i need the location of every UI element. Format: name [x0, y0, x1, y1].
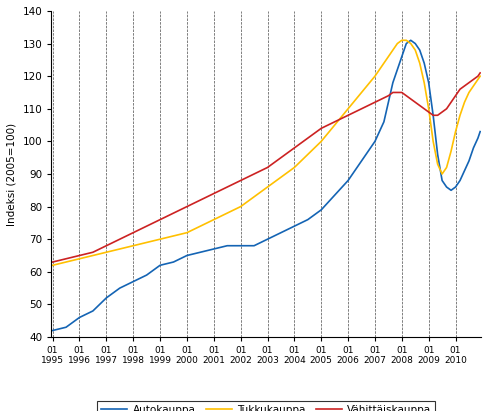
Autokauppa — [408, 38, 414, 43]
Vähittäiskauppa — [50, 260, 56, 265]
Vähittäiskauppa — [226, 183, 232, 188]
Legend: Autokauppa, Tukkukauppa, Vähittäiskauppa: Autokauppa, Tukkukauppa, Vähittäiskauppa — [97, 401, 435, 411]
Line: Vähittäiskauppa: Vähittäiskauppa — [53, 73, 480, 262]
Autokauppa — [264, 237, 270, 242]
Autokauppa — [294, 223, 300, 228]
Vähittäiskauppa — [294, 144, 300, 149]
Autokauppa — [222, 244, 228, 249]
Line: Tukkukauppa: Tukkukauppa — [53, 40, 480, 265]
Vähittäiskauppa — [222, 186, 228, 191]
Tukkukauppa — [101, 250, 107, 255]
Tukkukauppa — [50, 263, 56, 268]
Tukkukauppa — [222, 212, 228, 217]
Vähittäiskauppa — [264, 165, 270, 170]
Autokauppa — [318, 208, 324, 212]
Tukkukauppa — [264, 185, 270, 189]
Vähittäiskauppa — [101, 245, 107, 249]
Autokauppa — [101, 298, 107, 302]
Autokauppa — [50, 328, 56, 333]
Tukkukauppa — [294, 163, 300, 168]
Vähittäiskauppa — [477, 70, 483, 75]
Autokauppa — [226, 243, 232, 248]
Tukkukauppa — [318, 139, 324, 144]
Tukkukauppa — [399, 38, 405, 43]
Y-axis label: Indeksi (2005=100): Indeksi (2005=100) — [7, 122, 17, 226]
Vähittäiskauppa — [318, 126, 324, 131]
Tukkukauppa — [226, 210, 232, 215]
Autokauppa — [477, 129, 483, 134]
Tukkukauppa — [477, 74, 483, 79]
Line: Autokauppa: Autokauppa — [53, 40, 480, 330]
